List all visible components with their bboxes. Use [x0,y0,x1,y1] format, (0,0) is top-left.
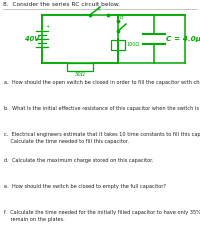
Text: B: B [120,15,124,20]
Text: a.  How should the open switch be closed in order to fill the capacitor with cha: a. How should the open switch be closed … [4,80,200,85]
Text: +: + [45,24,49,29]
Text: b.  What is the initial effective resistance of this capacitor when the switch i: b. What is the initial effective resista… [4,106,200,111]
Text: C = 4.0μF: C = 4.0μF [166,36,200,42]
Text: 40V: 40V [25,36,39,42]
Bar [67,63,93,71]
Text: 50Ω: 50Ω [75,72,85,77]
Text: 100Ω: 100Ω [126,42,139,48]
Text: c.  Electrical engineers estimate that it takes 10 time constants to fill this c: c. Electrical engineers estimate that it… [4,132,200,144]
Text: A: A [97,7,101,12]
Text: 8.  Consider the series RC circuit below.: 8. Consider the series RC circuit below. [3,2,120,7]
Text: e.  How should the switch be closed to empty the full capacitor?: e. How should the switch be closed to em… [4,184,166,189]
Text: d.  Calculate the maximum charge stored on this capacitor.: d. Calculate the maximum charge stored o… [4,158,153,163]
Bar [111,40,125,50]
Text: f.  Calculate the time needed for the initially filled capacitor to have only 35: f. Calculate the time needed for the ini… [4,210,200,222]
